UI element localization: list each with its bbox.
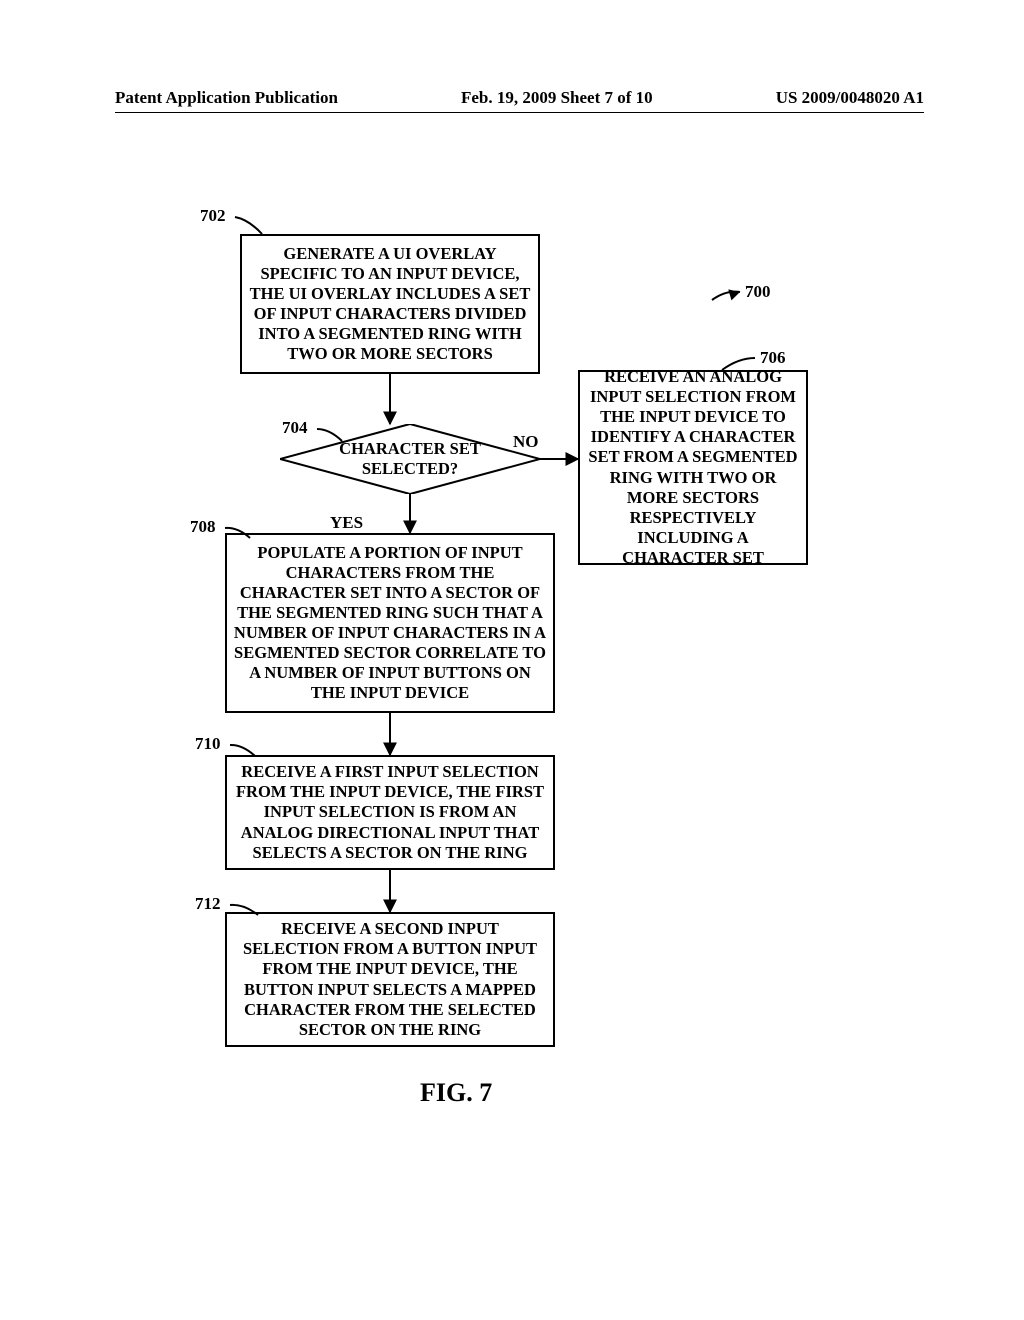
- decision-text: CHARACTER SET SELECTED?: [306, 439, 514, 479]
- process-box-706: RECEIVE AN ANALOG INPUT SELECTION FROM T…: [578, 370, 808, 565]
- flowchart: GENERATE A UI OVERLAY SPECIFIC TO AN INP…: [0, 200, 1024, 1320]
- figure-label: FIG. 7: [420, 1078, 492, 1108]
- page-header: Patent Application Publication Feb. 19, …: [115, 88, 924, 108]
- ref-label-702: 702: [200, 206, 226, 226]
- header-rule: [115, 112, 924, 113]
- page: Patent Application Publication Feb. 19, …: [0, 0, 1024, 1320]
- box-text: RECEIVE A SECOND INPUT SELECTION FROM A …: [233, 919, 547, 1040]
- ref-label-708: 708: [190, 517, 216, 537]
- header-left: Patent Application Publication: [115, 88, 338, 108]
- box-text: GENERATE A UI OVERLAY SPECIFIC TO AN INP…: [248, 244, 532, 365]
- box-text: RECEIVE A FIRST INPUT SELECTION FROM THE…: [233, 762, 547, 863]
- ref-label-712: 712: [195, 894, 221, 914]
- ref-label-706: 706: [760, 348, 786, 368]
- box-text: POPULATE A PORTION OF INPUT CHARACTERS F…: [233, 543, 547, 704]
- ref-label-700: 700: [745, 282, 771, 302]
- process-box-710: RECEIVE A FIRST INPUT SELECTION FROM THE…: [225, 755, 555, 870]
- ref-label-710: 710: [195, 734, 221, 754]
- no-label: NO: [513, 432, 539, 452]
- yes-label: YES: [330, 513, 363, 533]
- box-text: RECEIVE AN ANALOG INPUT SELECTION FROM T…: [586, 367, 800, 568]
- ref-label-704: 704: [282, 418, 308, 438]
- header-right: US 2009/0048020 A1: [776, 88, 924, 108]
- process-box-708: POPULATE A PORTION OF INPUT CHARACTERS F…: [225, 533, 555, 713]
- process-box-712: RECEIVE A SECOND INPUT SELECTION FROM A …: [225, 912, 555, 1047]
- process-box-702: GENERATE A UI OVERLAY SPECIFIC TO AN INP…: [240, 234, 540, 374]
- decision-704: CHARACTER SET SELECTED?: [280, 424, 540, 494]
- header-center: Feb. 19, 2009 Sheet 7 of 10: [461, 88, 653, 108]
